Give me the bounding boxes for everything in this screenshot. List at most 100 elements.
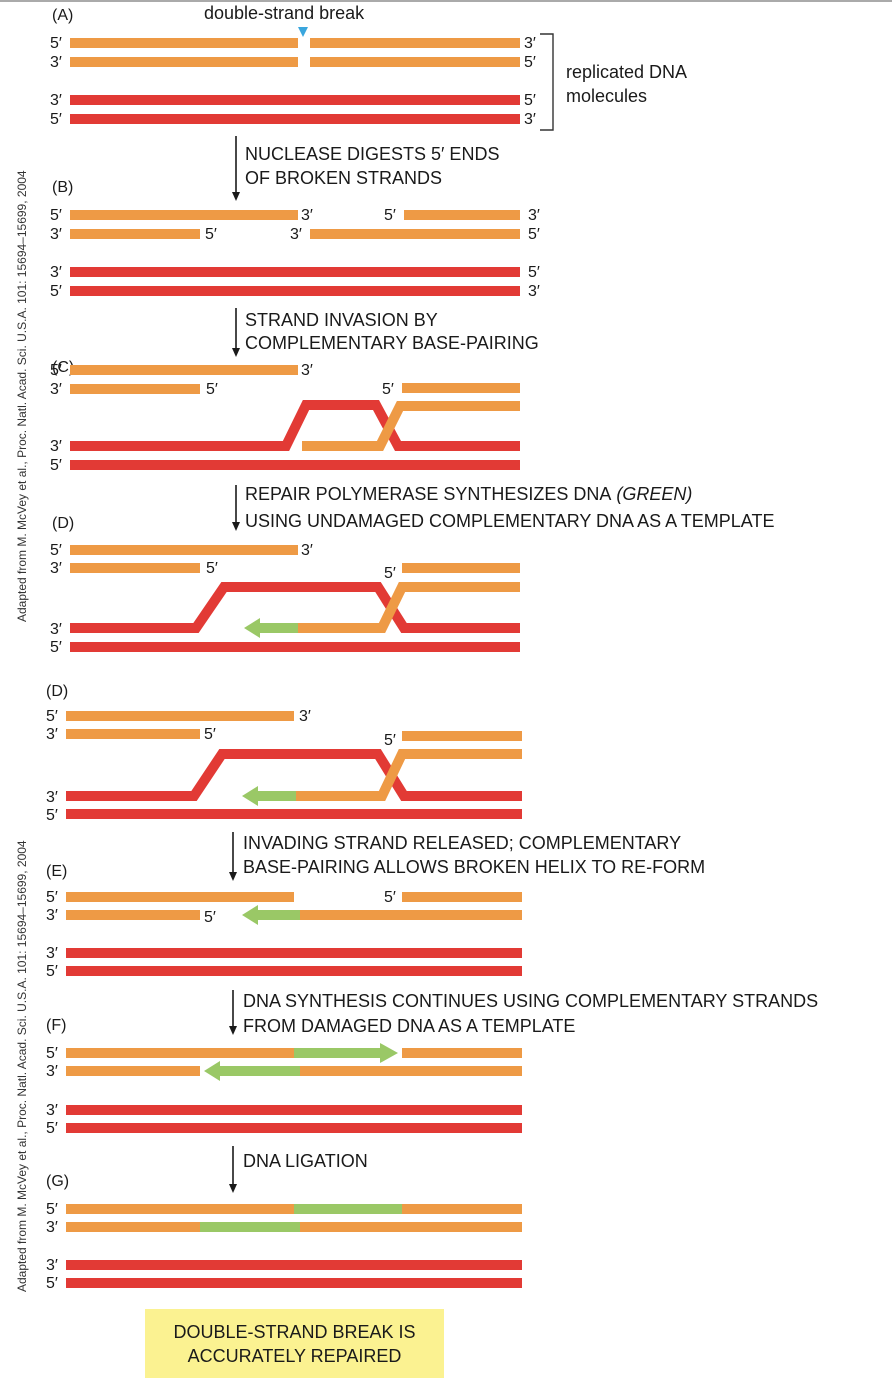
strand-e-1-left	[66, 892, 294, 902]
step-4-line-2: BASE-PAIRING ALLOWS BROKEN HELIX TO RE-F…	[243, 857, 705, 877]
end-label: 3′	[301, 542, 313, 559]
arrowhead-icon	[242, 786, 258, 806]
strand-d2-red-invaded	[66, 749, 522, 801]
arrowhead-icon	[232, 348, 240, 357]
end-label: 3′	[46, 1102, 58, 1119]
arrowhead-icon	[380, 1043, 398, 1063]
arrowhead-icon	[232, 522, 240, 531]
step-4-line-1: INVADING STRAND RELEASED; COMPLEMENTARY	[243, 833, 681, 853]
end-label: 3′	[528, 207, 540, 224]
strand-d1-new-green	[258, 623, 298, 633]
panel-label-b: (B)	[52, 179, 73, 196]
panel-label-a: (A)	[52, 7, 73, 24]
strand-c-2	[70, 384, 200, 394]
strand-d2-red-2	[66, 809, 522, 819]
end-label: 3′	[46, 1219, 58, 1236]
strand-e-2-left	[66, 910, 200, 920]
strand-d2-invading	[294, 749, 522, 801]
strand-d2-1	[66, 711, 294, 721]
panel-label-d2: (D)	[46, 683, 68, 700]
strand-d1-invading	[296, 582, 520, 633]
end-label: 3′	[50, 381, 62, 398]
strand-c-1	[70, 365, 298, 375]
step-5-line-2: FROM DAMAGED DNA AS A TEMPLATE	[243, 1016, 575, 1036]
arrowhead-icon	[204, 1061, 220, 1081]
strand-a-red-1	[70, 95, 520, 105]
panel-label-g: (G)	[46, 1173, 69, 1190]
end-label: 5′	[46, 1201, 58, 1218]
end-label: 3′	[50, 92, 62, 109]
step-2-line-2: COMPLEMENTARY BASE-PAIRING	[245, 333, 539, 353]
end-label: 5′	[50, 542, 62, 559]
strand-c-invading	[302, 401, 520, 451]
break-label: double-strand break	[204, 3, 365, 23]
strand-e-2-green	[256, 910, 300, 920]
strand-g-2-right	[300, 1222, 522, 1232]
step-1-line-2: OF BROKEN STRANDS	[245, 168, 442, 188]
end-label: 5′	[50, 457, 62, 474]
strand-f-1-right	[402, 1048, 522, 1058]
strand-g-1-green	[294, 1204, 402, 1214]
end-label: 5′	[46, 1120, 58, 1137]
strand-f-2-left	[66, 1066, 200, 1076]
end-label: 5′	[50, 639, 62, 656]
strand-e-2-orange	[298, 910, 522, 920]
end-label: 5′	[50, 111, 62, 128]
end-label: 5′	[46, 889, 58, 906]
strand-g-1-right	[402, 1204, 522, 1214]
strand-d2-new-green	[256, 791, 296, 801]
step-6-line-1: DNA LIGATION	[243, 1151, 368, 1171]
credit-upper: Adapted from M. McVey et al., Proc. Natl…	[15, 170, 29, 622]
end-label: 5′	[524, 92, 536, 109]
end-label: 3′	[50, 54, 62, 71]
replicated-label-1: replicated DNA	[566, 62, 687, 82]
end-label: 5′	[50, 362, 62, 379]
end-label: 5′	[204, 909, 216, 926]
end-label: 3′	[46, 1063, 58, 1080]
panel-label-f: (F)	[46, 1017, 66, 1034]
end-label: 5′	[50, 35, 62, 52]
arrowhead-icon	[229, 872, 237, 881]
end-label: 5′	[206, 381, 218, 398]
arrowhead-icon	[232, 192, 240, 201]
strand-a-bot-left	[70, 57, 298, 67]
result-box	[145, 1309, 444, 1378]
step-3-line-1: REPAIR POLYMERASE SYNTHESIZES DNA (GREEN)	[245, 484, 692, 504]
strand-c-red-2	[70, 460, 520, 470]
end-label: 5′	[206, 560, 218, 577]
strand-b-2-left	[70, 229, 200, 239]
arrowhead-icon	[244, 618, 260, 638]
end-label: 5′	[384, 732, 396, 749]
end-label: 5′	[205, 226, 217, 243]
strand-d1-red-2	[70, 642, 520, 652]
panel-label-e: (E)	[46, 863, 67, 880]
end-label: 5′	[384, 565, 396, 582]
step-2-line-1: STRAND INVASION BY	[245, 310, 438, 330]
strand-e-red-2	[66, 966, 522, 976]
strand-c-red-invaded	[70, 400, 520, 451]
strand-g-2-green	[200, 1222, 300, 1232]
step-3-line-1-text: REPAIR POLYMERASE SYNTHESIZES DNA	[245, 484, 611, 504]
end-label: 3′	[290, 226, 302, 243]
end-label: 3′	[524, 35, 536, 52]
strand-f-1-green	[294, 1048, 382, 1058]
strand-a-top-right	[310, 38, 520, 48]
strand-a-bot-right	[310, 57, 520, 67]
strand-e-1-right	[402, 892, 522, 902]
end-label: 3′	[50, 438, 62, 455]
result-line-2: ACCURATELY REPAIRED	[188, 1346, 402, 1366]
end-label: 5′	[46, 1045, 58, 1062]
end-label: 5′	[204, 726, 216, 743]
end-label: 5′	[46, 807, 58, 824]
strand-g-1-left	[66, 1204, 294, 1214]
strand-f-2-right	[300, 1066, 522, 1076]
end-label: 5′	[46, 708, 58, 725]
strand-g-red-1	[66, 1260, 522, 1270]
end-label: 3′	[46, 1257, 58, 1274]
strand-b-red-1	[70, 267, 520, 277]
strand-g-red-2	[66, 1278, 522, 1288]
end-label: 5′	[384, 207, 396, 224]
arrowhead-icon	[242, 905, 258, 925]
step-3-line-2: USING UNDAMAGED COMPLEMENTARY DNA AS A T…	[245, 511, 774, 531]
end-label: 3′	[301, 362, 313, 379]
